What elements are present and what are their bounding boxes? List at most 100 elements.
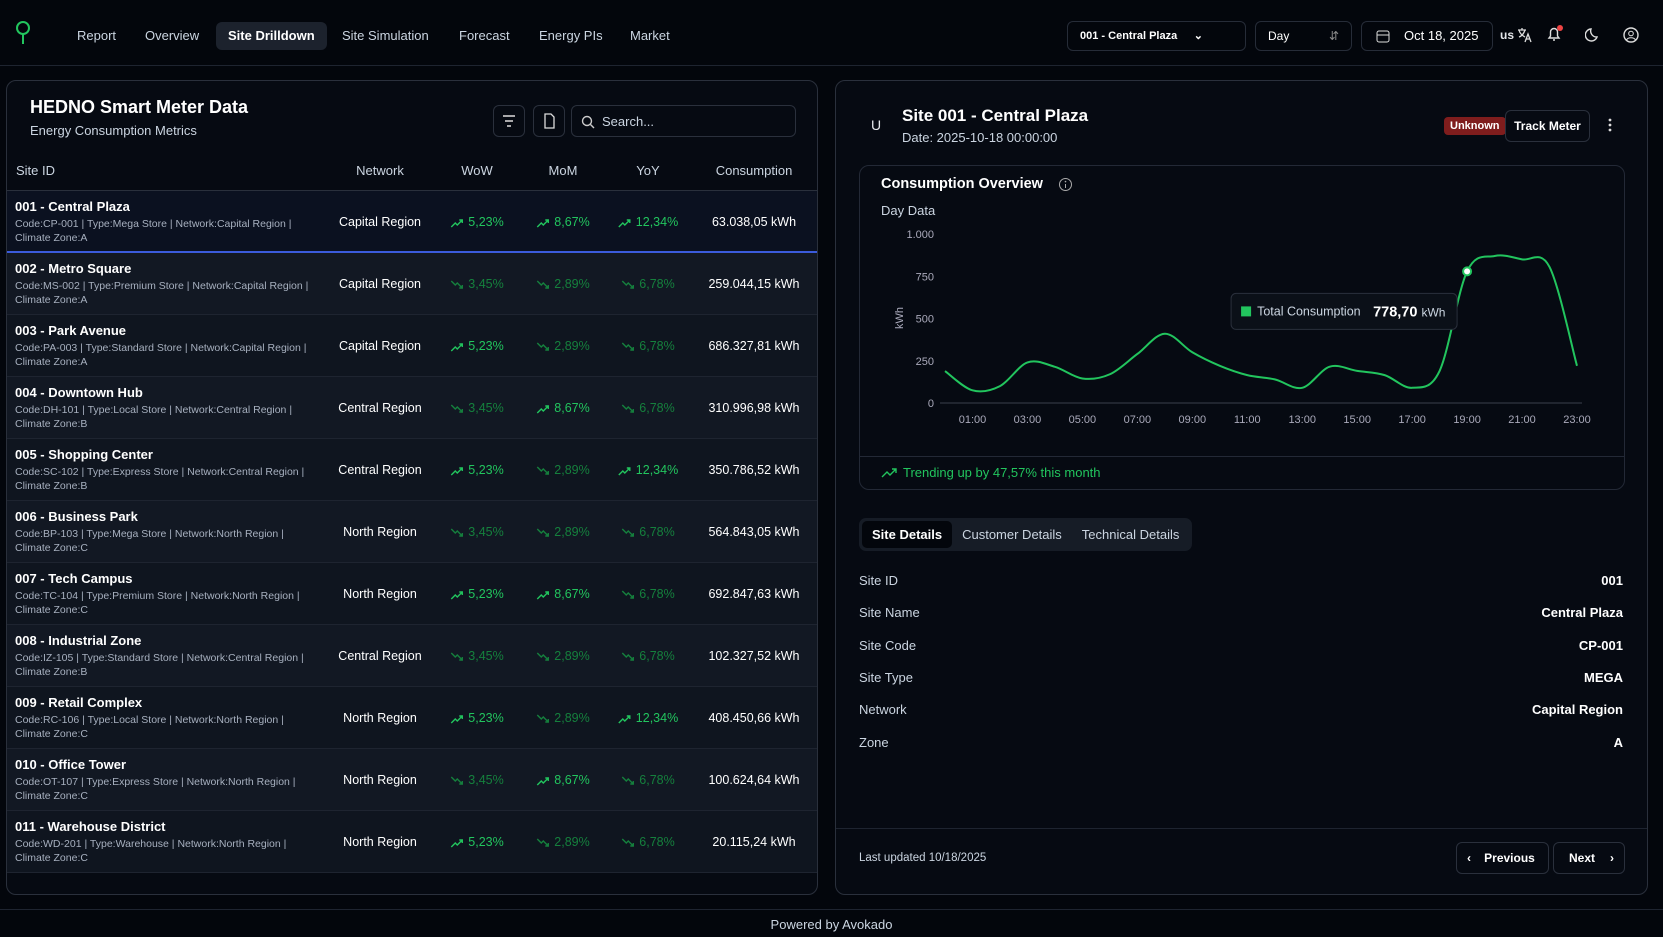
chevron-left: ‹ — [1467, 851, 1471, 865]
footer-divider — [0, 909, 1663, 910]
site-info: Code:OT-107 | Type:Express Store | Netwo… — [15, 776, 296, 802]
nav-item[interactable]: Overview — [145, 28, 200, 43]
x-tick-label: 15:00 — [1343, 414, 1371, 426]
site-info: Code:PA-003 | Type:Standard Store | Netw… — [15, 342, 307, 368]
footer: Powered by Avokado — [770, 917, 893, 932]
site-info: Code:CP-001 | Type:Mega Store | Network:… — [15, 218, 292, 244]
language[interactable]: us — [1500, 28, 1515, 42]
metric-value: 8,67% — [554, 215, 590, 229]
metric-mom: 2,89% — [536, 315, 590, 377]
period-select[interactable]: Day ⇵ — [1255, 21, 1352, 51]
notifications[interactable] — [1545, 24, 1565, 44]
table-row[interactable]: 011 - Warehouse District Code:WD-201 | Ty… — [7, 811, 817, 873]
chevron-right: › — [1610, 851, 1614, 865]
table-row[interactable]: 004 - Downtown Hub Code:DH-101 | Type:Loc… — [7, 377, 817, 439]
nav-item[interactable]: Site Simulation — [342, 28, 429, 43]
active-point — [1462, 266, 1473, 277]
tab[interactable]: Site Details — [862, 521, 953, 548]
site-info: Code:DH-101 | Type:Local Store | Network… — [15, 404, 293, 430]
metric-value: 5,23% — [468, 463, 504, 477]
trend-path — [536, 342, 549, 351]
previous-button[interactable]: ‹ Previous — [1456, 842, 1549, 874]
more-menu[interactable] — [1606, 117, 1614, 135]
trend-path — [450, 404, 463, 413]
field-value: 001 — [1601, 573, 1623, 588]
table-row[interactable]: 010 - Office Tower Code:OT-107 | Type:Exp… — [7, 749, 817, 811]
table-row[interactable]: 009 - Retail Complex Code:RC-106 | Type:L… — [7, 687, 817, 749]
table-row[interactable]: 008 - Industrial Zone Code:IZ-105 | Type:… — [7, 625, 817, 687]
detail-title: Site 001 - Central Plaza — [902, 106, 1089, 125]
track-button[interactable]: Track Meter — [1505, 110, 1590, 142]
field-value: Capital Region — [1531, 702, 1623, 718]
nav-item[interactable]: Energy PIs — [539, 28, 603, 43]
column-header: YoY — [636, 163, 660, 178]
network: Capital Region — [339, 277, 421, 291]
x-tick-label: 09:00 — [1179, 414, 1207, 426]
trend-down — [621, 776, 634, 785]
nav-item[interactable]: Market — [630, 28, 670, 43]
metric-wow: 3,45% — [450, 625, 504, 687]
chevron: ⇵ — [1328, 29, 1339, 43]
site-name: 011 - Warehouse District — [15, 819, 166, 834]
table-row[interactable]: 006 - Business Park Code:BP-103 | Type:Me… — [7, 501, 817, 563]
network: Capital Region — [339, 339, 421, 353]
trend-down — [536, 714, 549, 723]
chart: 0 250 500 750 1.000 kWh 01:00 03:00 05:00 07:00 09… — [894, 229, 1591, 426]
nav-item[interactable]: Forecast — [459, 28, 510, 43]
trend-path — [450, 528, 463, 537]
account[interactable] — [1623, 27, 1639, 43]
previous-text: Previous — [1484, 851, 1535, 865]
export-button[interactable] — [533, 105, 565, 137]
column-header: MoM — [548, 163, 578, 178]
table-row[interactable]: 005 - Shopping Center Code:SC-102 | Type:… — [7, 439, 817, 501]
metric-wow: 5,23% — [450, 687, 504, 749]
period-text: Day — [1268, 29, 1290, 43]
consumption: 100.624,64 kWh — [708, 773, 800, 787]
trend-path — [450, 467, 463, 476]
metric-yoy: 6,78% — [621, 749, 675, 811]
trend-down — [621, 652, 634, 661]
network: North Region — [343, 587, 417, 601]
tab[interactable]: Customer Details — [962, 527, 1062, 542]
series-line — [944, 254, 1578, 393]
info-icon[interactable] — [1058, 177, 1073, 192]
trend-up — [450, 715, 463, 724]
table-row[interactable]: 001 - Central Plaza Code:CP-001 | Type:Me… — [7, 191, 817, 253]
search-icon — [581, 115, 595, 129]
filter-button[interactable] — [493, 105, 525, 137]
theme-toggle[interactable] — [1585, 27, 1601, 43]
next-button[interactable]: Next › — [1553, 842, 1625, 874]
tooltip: Total Consumption 778,70 kWh — [1230, 292, 1458, 330]
tooltip-value: 778,70 kWh — [1373, 304, 1445, 320]
trend-path — [450, 652, 463, 661]
tab[interactable]: Technical Details — [1081, 527, 1180, 542]
trend-path — [450, 776, 463, 785]
next-text: Next — [1568, 851, 1595, 865]
translate-icon[interactable] — [1516, 27, 1532, 43]
column-header: Site ID — [16, 163, 56, 178]
tooltip-series: Total Consumption — [1257, 304, 1361, 318]
field-label: Site Type — [859, 669, 913, 685]
trend-path — [621, 590, 634, 599]
metric-wow: 3,45% — [450, 377, 504, 439]
table-row[interactable]: 002 - Metro Square Code:MS-002 | Type:Pre… — [7, 253, 817, 315]
network: North Region — [343, 835, 417, 849]
site-name: 008 - Industrial Zone — [15, 633, 142, 648]
consumption: 408.450,66 kWh — [708, 711, 800, 725]
date-picker[interactable]: Oct 18, 2025 — [1361, 21, 1493, 51]
table-row[interactable]: 007 - Tech Campus Code:TC-104 | Type:Prem… — [7, 563, 817, 625]
metric-value: 12,34% — [635, 463, 679, 477]
metric-value: 6,78% — [639, 835, 675, 849]
nav-item[interactable]: Report — [77, 28, 117, 43]
site-select[interactable]: 001 - Central Plaza ⌄ — [1067, 21, 1246, 51]
metric-value: 6,78% — [639, 277, 675, 291]
metric-value: 8,67% — [554, 401, 590, 415]
nav-item[interactable]: Site Drilldown — [216, 22, 327, 50]
tooltip-swatch — [1241, 306, 1252, 317]
table-row[interactable]: 003 - Park Avenue Code:PA-003 | Type:Stan… — [7, 315, 817, 377]
trend-path — [618, 715, 631, 724]
site-name: 007 - Tech Campus — [15, 571, 133, 586]
search-box[interactable]: Search... — [571, 105, 796, 137]
